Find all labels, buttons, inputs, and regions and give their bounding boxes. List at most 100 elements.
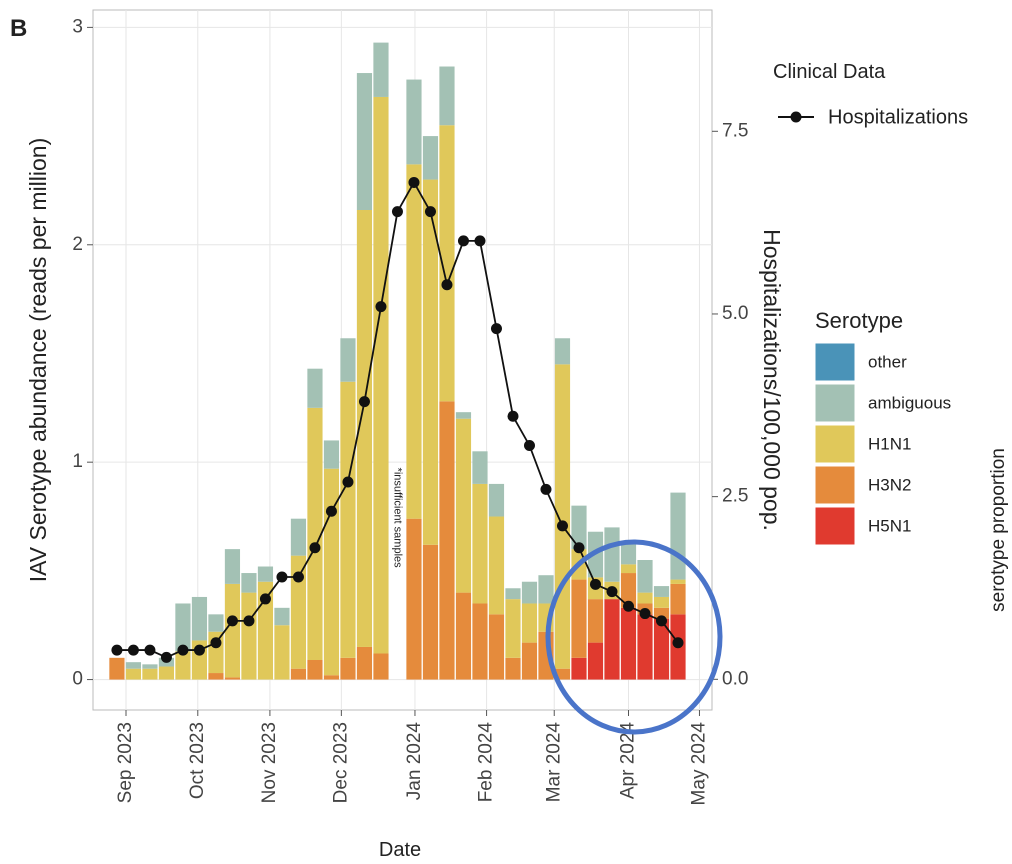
- line-point: [507, 410, 519, 422]
- bar-segment: [422, 179, 439, 545]
- bar-segment: [637, 560, 653, 593]
- line-point: [342, 476, 354, 488]
- line-point: [540, 483, 552, 495]
- x-tick-label: Jan 2024: [404, 722, 425, 801]
- bar-segment: [488, 614, 505, 680]
- line-point: [325, 505, 337, 517]
- bar-segment: [505, 599, 521, 658]
- bar-segment: [422, 544, 439, 680]
- legend-label: ambiguous: [868, 393, 951, 412]
- line-point: [457, 235, 469, 247]
- bar-segment: [307, 368, 323, 408]
- line-point: [672, 637, 684, 649]
- bar-segment: [208, 673, 224, 680]
- bar-segment: [620, 607, 637, 680]
- bar-segment: [175, 603, 191, 652]
- bar-segment: [373, 42, 389, 97]
- line-point: [589, 578, 601, 590]
- line-point: [276, 571, 288, 583]
- x-axis-label: Date: [379, 839, 421, 861]
- bar-segment: [241, 592, 257, 680]
- bar-segment: [406, 518, 422, 680]
- bar-segment: [653, 596, 670, 608]
- legend-title: Serotype: [815, 308, 903, 333]
- legend-label: other: [868, 352, 907, 371]
- bar-segment: [554, 364, 571, 669]
- bar-segment: [224, 549, 241, 584]
- bar-segment: [653, 618, 670, 680]
- bar-segment: [356, 210, 373, 647]
- bar-segment: [323, 468, 340, 676]
- line-point: [441, 279, 453, 291]
- bar-segment: [307, 660, 323, 680]
- side-label: serotype proportion: [988, 448, 1009, 612]
- bar-segment: [472, 451, 488, 484]
- bar-segment: [455, 418, 472, 593]
- bar-segment: [554, 668, 571, 680]
- bar-segment: [472, 483, 488, 604]
- bar-segment: [488, 483, 505, 517]
- bar-segment: [340, 381, 356, 658]
- y2-tick-label: 0.0: [722, 668, 748, 689]
- bar-segment: [257, 566, 274, 582]
- bar-segment: [439, 125, 455, 402]
- line-point: [292, 571, 304, 583]
- y-tick-label: 3: [72, 16, 83, 37]
- y2-tick-label: 7.5: [722, 120, 748, 141]
- y2-tick-label: 5.0: [722, 303, 748, 324]
- bar-segment: [554, 338, 571, 365]
- bar-segment: [472, 603, 488, 680]
- legend-swatch: [814, 424, 856, 464]
- bar-segment: [323, 440, 340, 469]
- line-point: [144, 644, 156, 656]
- bar-segment: [356, 646, 373, 680]
- bar-segment: [290, 555, 307, 669]
- y2-tick-label: 2.5: [722, 486, 748, 507]
- bar-segment: [637, 614, 653, 680]
- bar-segment: [208, 614, 224, 632]
- bar-segment: [488, 516, 505, 615]
- annotation: *insufficient samples: [392, 468, 404, 569]
- y-tick-label: 0: [72, 669, 83, 690]
- line-point: [193, 644, 205, 656]
- line-point: [622, 600, 634, 612]
- line-point: [358, 396, 370, 408]
- x-tick-label: May 2024: [688, 722, 709, 806]
- bar-segment: [505, 588, 521, 600]
- bar-segment: [323, 675, 340, 680]
- bar-segment: [521, 603, 538, 643]
- y-tick-label: 1: [72, 451, 83, 472]
- bar-segment: [587, 599, 604, 643]
- bar-segment: [422, 136, 439, 180]
- x-tick-label: Sep 2023: [115, 722, 136, 803]
- bar-segment: [257, 581, 274, 680]
- bar-segment: [620, 542, 637, 565]
- bar-segment: [340, 657, 356, 680]
- line-point: [127, 644, 139, 656]
- line-point: [375, 301, 387, 313]
- x-tick-label: Apr 2024: [618, 722, 639, 800]
- y2-axis-label: Hospitalizations/100,000 pop.: [759, 229, 785, 531]
- bar-segment: [604, 599, 620, 680]
- bar-segment: [571, 579, 587, 658]
- line-point: [474, 235, 486, 247]
- legend-swatch: [814, 342, 856, 382]
- bar-segment: [224, 583, 241, 678]
- bar-segment: [571, 657, 587, 680]
- line-point: [243, 615, 255, 627]
- bar-segment: [274, 607, 290, 626]
- line-point: [210, 637, 222, 649]
- line-point: [160, 651, 172, 663]
- legend-swatch: [814, 465, 856, 505]
- legend-marker: [790, 111, 802, 123]
- line-point: [556, 520, 568, 532]
- bar-segment: [571, 505, 587, 550]
- bar-segment: [604, 527, 620, 582]
- legend-swatch: [814, 506, 856, 546]
- highlight-circle: [545, 539, 723, 735]
- bar-segment: [521, 581, 538, 604]
- bar-segment: [290, 518, 307, 556]
- bar-segment: [587, 642, 604, 680]
- bar-segment: [406, 79, 422, 165]
- legend-label: Hospitalizations: [828, 106, 968, 128]
